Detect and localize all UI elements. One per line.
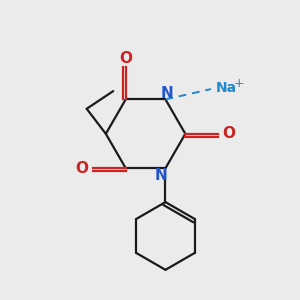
- Text: O: O: [76, 161, 88, 176]
- Text: N: N: [160, 86, 173, 101]
- Text: O: O: [222, 126, 236, 141]
- Text: O: O: [119, 51, 132, 66]
- Text: +: +: [234, 77, 244, 90]
- Text: Na: Na: [215, 81, 237, 94]
- Text: N: N: [155, 168, 167, 183]
